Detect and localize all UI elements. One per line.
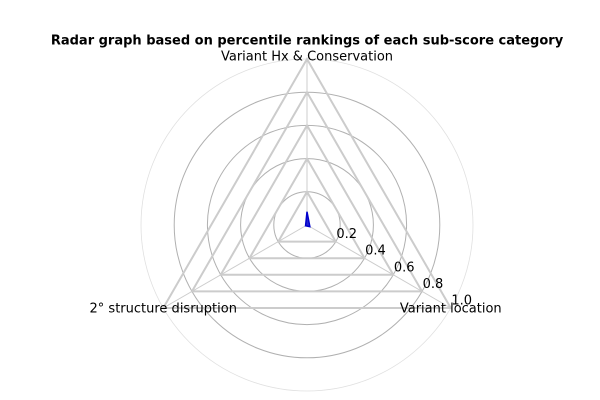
r-tick-label: 0.8 [423, 277, 444, 292]
spoke [306, 224, 452, 309]
grid-polygon [190, 90, 424, 293]
r-tick-label: 1.0 [451, 294, 472, 309]
r-tick-label: 0.2 [336, 227, 357, 242]
r-tick-label: 0.4 [365, 244, 386, 259]
category-label: 2° structure disruption [90, 302, 237, 317]
grid-polygon [276, 189, 338, 243]
category-label: Variant location [400, 302, 502, 317]
grid-polygon [247, 156, 367, 260]
data-area [304, 211, 311, 228]
category-label: Variant Hx & Conservation [221, 50, 393, 65]
grid-polygon [219, 123, 395, 276]
grid-polygon [161, 57, 453, 309]
r-tick-label: 0.6 [394, 260, 415, 275]
chart-title: Radar graph based on percentile rankings… [51, 34, 564, 49]
spoke [162, 224, 308, 309]
